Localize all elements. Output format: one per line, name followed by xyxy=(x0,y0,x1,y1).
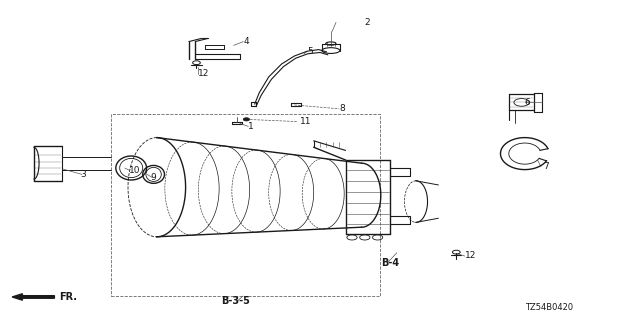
Text: 5: 5 xyxy=(307,47,313,56)
FancyArrow shape xyxy=(12,294,54,300)
Text: 12: 12 xyxy=(465,252,476,260)
Text: 6: 6 xyxy=(525,98,531,107)
Text: 8: 8 xyxy=(339,104,345,113)
Text: 10: 10 xyxy=(129,166,141,175)
Text: TZ54B0420: TZ54B0420 xyxy=(525,303,573,312)
Text: 11: 11 xyxy=(300,117,311,126)
Text: 12: 12 xyxy=(198,69,210,78)
Text: 1: 1 xyxy=(248,122,254,131)
Text: B-4: B-4 xyxy=(381,258,399,268)
Bar xyxy=(111,114,380,296)
Text: 4: 4 xyxy=(243,37,249,46)
Text: B-3-5: B-3-5 xyxy=(221,296,250,307)
Text: FR.: FR. xyxy=(59,292,77,302)
Text: 9: 9 xyxy=(150,173,156,182)
Text: 7: 7 xyxy=(543,162,548,171)
Text: 3: 3 xyxy=(80,170,86,179)
Circle shape xyxy=(243,118,250,121)
Text: 2: 2 xyxy=(365,18,371,27)
